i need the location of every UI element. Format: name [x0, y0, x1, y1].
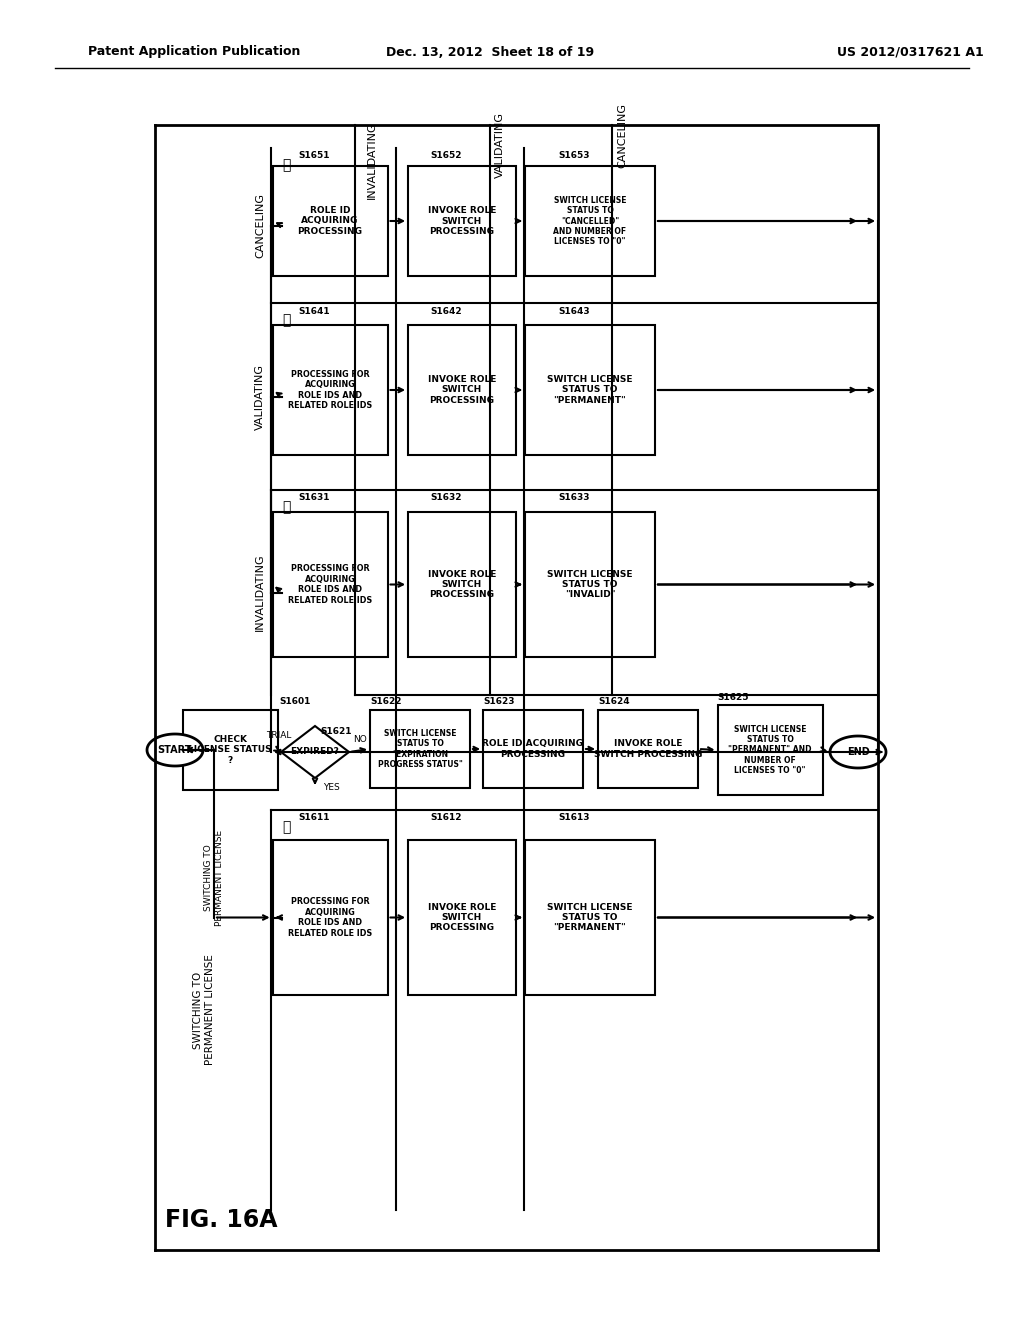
Text: INVOKE ROLE
SWITCH
PROCESSING: INVOKE ROLE SWITCH PROCESSING [428, 570, 497, 599]
Text: S1641: S1641 [298, 306, 330, 315]
Text: INVOKE ROLE
SWITCH
PROCESSING: INVOKE ROLE SWITCH PROCESSING [428, 375, 497, 405]
Text: SWITCH LICENSE
STATUS TO
"PERMANENT": SWITCH LICENSE STATUS TO "PERMANENT" [547, 903, 633, 932]
Text: NO: NO [353, 735, 367, 744]
Text: SWITCH LICENSE
STATUS TO
"PERMANENT": SWITCH LICENSE STATUS TO "PERMANENT" [547, 375, 633, 405]
Text: SWITCH LICENSE
STATUS TO
"EXPIRATION
PROGRESS STATUS": SWITCH LICENSE STATUS TO "EXPIRATION PRO… [378, 729, 463, 770]
Text: ROLE ID ACQUIRING
PROCESSING: ROLE ID ACQUIRING PROCESSING [482, 739, 584, 759]
Text: S1613: S1613 [558, 813, 590, 822]
Bar [182, 710, 278, 789]
Text: S1653: S1653 [558, 152, 590, 161]
Text: SWITCH LICENSE
STATUS TO
"PERMANENT" AND
NUMBER OF
LICENSES TO "0": SWITCH LICENSE STATUS TO "PERMANENT" AND… [728, 725, 812, 775]
Text: FIG. 16A: FIG. 16A [165, 1208, 278, 1232]
Text: S1601: S1601 [280, 697, 311, 706]
Text: INVALIDATING: INVALIDATING [367, 121, 377, 199]
Text: SWITCH LICENSE
STATUS TO
"INVALID": SWITCH LICENSE STATUS TO "INVALID" [547, 570, 633, 599]
Bar [525, 512, 655, 657]
Text: S1652: S1652 [430, 152, 462, 161]
Bar [525, 166, 655, 276]
Bar [408, 325, 516, 455]
Text: TRIAL: TRIAL [266, 731, 292, 741]
Bar [525, 325, 655, 455]
Text: INVOKE ROLE
SWITCH PROCESSING: INVOKE ROLE SWITCH PROCESSING [594, 739, 702, 759]
Text: VALIDATING: VALIDATING [255, 363, 265, 429]
Text: PROCESSING FOR
ACQUIRING
ROLE IDS AND
RELATED ROLE IDS: PROCESSING FOR ACQUIRING ROLE IDS AND RE… [288, 898, 372, 937]
Text: CANCELING: CANCELING [617, 103, 627, 168]
Text: US 2012/0317621 A1: US 2012/0317621 A1 [837, 45, 983, 58]
Text: S1624: S1624 [598, 697, 630, 706]
Text: Patent Application Publication: Patent Application Publication [88, 45, 300, 58]
Text: S1625: S1625 [718, 693, 749, 701]
Text: ⤵: ⤵ [282, 500, 291, 513]
Text: INVALIDATING: INVALIDATING [255, 553, 265, 631]
Text: INVOKE ROLE
SWITCH
PROCESSING: INVOKE ROLE SWITCH PROCESSING [428, 903, 497, 932]
Polygon shape [830, 737, 886, 768]
Text: CHECK
LICENSE STATUS
?: CHECK LICENSE STATUS ? [188, 735, 271, 764]
Bar [370, 710, 470, 788]
Text: YES: YES [323, 783, 340, 792]
Text: S1631: S1631 [299, 494, 330, 503]
Text: PROCESSING FOR
ACQUIRING
ROLE IDS AND
RELATED ROLE IDS: PROCESSING FOR ACQUIRING ROLE IDS AND RE… [288, 370, 372, 411]
Bar [483, 710, 583, 788]
Text: S1643: S1643 [558, 306, 590, 315]
Text: EXPIRED?: EXPIRED? [291, 747, 339, 756]
Bar [408, 840, 516, 995]
Text: ⤵: ⤵ [282, 820, 291, 834]
Bar [718, 705, 822, 795]
Text: S1621: S1621 [319, 726, 351, 735]
Text: ⤵: ⤵ [282, 158, 291, 172]
Text: ROLE ID
ACQUIRING
PROCESSING: ROLE ID ACQUIRING PROCESSING [298, 206, 362, 236]
Text: ⤵: ⤵ [282, 313, 291, 327]
Text: S1622: S1622 [370, 697, 401, 706]
Text: VALIDATING: VALIDATING [495, 112, 505, 178]
Polygon shape [281, 726, 349, 777]
Text: Dec. 13, 2012  Sheet 18 of 19: Dec. 13, 2012 Sheet 18 of 19 [386, 45, 594, 58]
Text: S1611: S1611 [299, 813, 330, 822]
Text: S1612: S1612 [430, 813, 462, 822]
Bar [272, 512, 387, 657]
Bar [272, 166, 387, 276]
Text: SWITCH LICENSE
STATUS TO
"CANCELLED"
AND NUMBER OF
LICENSES TO "0": SWITCH LICENSE STATUS TO "CANCELLED" AND… [553, 195, 627, 247]
Text: S1651: S1651 [299, 152, 330, 161]
Text: SWITCHING TO
PERMANENT LICENSE: SWITCHING TO PERMANENT LICENSE [205, 830, 223, 927]
Text: START: START [158, 744, 193, 755]
Bar [408, 512, 516, 657]
Text: S1633: S1633 [558, 494, 590, 503]
Text: S1642: S1642 [430, 306, 462, 315]
Text: CANCELING: CANCELING [255, 193, 265, 257]
Text: S1632: S1632 [430, 494, 462, 503]
Polygon shape [147, 734, 203, 766]
Text: END: END [847, 747, 869, 756]
Bar [408, 166, 516, 276]
Text: PROCESSING FOR
ACQUIRING
ROLE IDS AND
RELATED ROLE IDS: PROCESSING FOR ACQUIRING ROLE IDS AND RE… [288, 565, 372, 605]
Text: S1623: S1623 [483, 697, 514, 706]
Bar [598, 710, 698, 788]
Bar [272, 325, 387, 455]
Bar [272, 840, 387, 995]
Text: INVOKE ROLE
SWITCH
PROCESSING: INVOKE ROLE SWITCH PROCESSING [428, 206, 497, 236]
Text: SWITCHING TO
PERMANENT LICENSE: SWITCHING TO PERMANENT LICENSE [194, 954, 215, 1065]
Bar [525, 840, 655, 995]
